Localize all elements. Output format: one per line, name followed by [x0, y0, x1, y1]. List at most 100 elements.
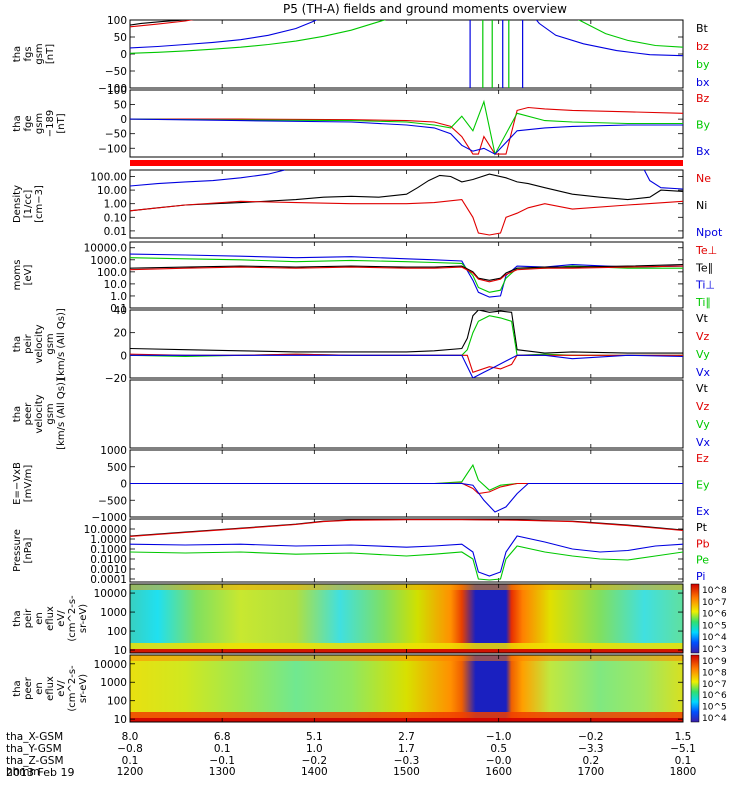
y-axis-label: tha: [12, 115, 23, 131]
ephemeris-value: 8.0: [122, 731, 139, 743]
colorbar: [690, 654, 700, 723]
ephemeris-row-label: hhmm: [6, 766, 40, 778]
legend-Bx: Bx: [696, 145, 711, 158]
legend-By: By: [696, 119, 711, 132]
ephemeris-value: 1300: [209, 766, 236, 778]
y-tick-label: 0.10: [104, 212, 127, 224]
ephemeris-value: 0.5: [490, 743, 507, 755]
y-axis-label: [nPa]: [23, 537, 34, 563]
colorbar-label: 10^3: [702, 645, 727, 655]
ephemeris-value: −0.2: [578, 731, 604, 743]
y-axis-label: [eV]: [23, 265, 34, 286]
legend-Vy: Vy: [696, 348, 710, 361]
y-axis-label: en: [34, 612, 45, 625]
y-axis-label: eflux: [45, 606, 56, 631]
legend-Vx: Vx: [696, 436, 711, 449]
colorbar-label: 10^4: [702, 714, 727, 724]
y-axis-label: peir: [23, 333, 34, 353]
y-axis-label: sr-eV): [78, 604, 89, 633]
series-Ez: [130, 482, 683, 495]
y-axis-label: tha: [12, 610, 23, 626]
ephemeris-value: 1200: [117, 766, 144, 778]
series-bz: [130, 20, 194, 28]
colorbar: [690, 583, 700, 654]
series-Ti⊥: [130, 253, 683, 298]
legend-Pt: Pt: [696, 521, 708, 534]
panel-fgs: 100 50 0 −50 −100 tha fgs gsm [nT] Bt bz by bx: [12, 15, 710, 95]
series-bx: [130, 20, 318, 49]
y-axis-label: moms: [12, 260, 23, 291]
legend-Vx: Vx: [696, 366, 711, 379]
ephemeris-value: −0.0: [486, 755, 512, 767]
panel-eer: 10^910^8 10^710^6 10^510^4 10000 1000 100 10 th…: [12, 654, 727, 726]
y-axis-label: gsm: [34, 113, 45, 134]
ephemeris-value: 6.8: [214, 731, 231, 743]
y-tick-label: 0.1000: [90, 544, 127, 556]
series-bx2: [535, 20, 683, 57]
series-Pb: [130, 519, 683, 537]
y-axis-label: fge: [23, 115, 34, 131]
legend-Vt: Vt: [696, 382, 709, 395]
y-axis-label: [km/s (All Qs)]: [56, 378, 67, 450]
legend-Pi: Pi: [696, 570, 705, 583]
ephemeris-value: 1800: [670, 766, 697, 778]
ephemeris-value: −1.0: [486, 731, 512, 743]
legend-Bz: Bz: [696, 92, 710, 105]
legend-Te∥: Te∥: [695, 261, 713, 274]
y-tick-label: 1.0: [110, 291, 127, 303]
y-tick-label: 100: [107, 626, 127, 638]
panel-efld: 1000 500 0 −500 −1000 E=−VxB [mV/m] Ez Ey Ex: [12, 445, 710, 524]
y-tick-label: 10: [114, 714, 127, 726]
series-Bt: [130, 20, 190, 26]
panel-eir: 10^8 10^7 10^610^5 10^4 10^3 10000 1000 100 10 th…: [12, 583, 727, 657]
ephemeris-value: 2.7: [398, 731, 415, 743]
y-tick-label: 1.0000: [90, 534, 127, 546]
ephemeris-row-label: tha_Y-GSM: [6, 743, 62, 755]
y-tick-label: −50: [105, 66, 127, 78]
y-tick-label: 0: [120, 350, 127, 362]
y-axis-label: peer: [23, 402, 34, 426]
y-axis-label: Pressure: [12, 529, 23, 572]
panel-frame: [129, 241, 684, 309]
y-axis-label: eV/: [56, 680, 67, 697]
series-Ex: [130, 482, 683, 513]
y-axis-label: [nT]: [56, 113, 67, 133]
series-Ni: [130, 173, 683, 212]
ephemeris-row-label: tha_Z-GSM: [6, 755, 64, 767]
y-axis-label: sr-eV): [78, 674, 89, 703]
y-axis-label: tha: [12, 680, 23, 696]
flag-bar: [130, 160, 683, 166]
colorbar-label: 10^6: [702, 610, 727, 620]
y-axis-label: peer: [23, 676, 34, 700]
series-Ey: [130, 463, 683, 491]
y-axis-label: eflux: [45, 676, 56, 701]
legend-Bt: Bt: [696, 22, 709, 35]
ephemeris-value: 0.1: [675, 755, 692, 767]
y-axis-label: −189: [45, 110, 56, 137]
y-axis-label: gsm: [34, 43, 45, 64]
y-axis-label: tha: [12, 406, 23, 422]
y-axis-label: fgs: [23, 46, 34, 61]
ephemeris-value: 5.1: [306, 731, 323, 743]
ephemeris-table: tha_X-GSM 8.0 6.8 5.1 2.7 −1.0 −0.2 1.5 tha_Y-GS…: [6, 731, 696, 778]
y-axis-label: E=−VxB: [12, 462, 23, 505]
legend-Ez: Ez: [696, 452, 709, 465]
y-axis-label: tha: [12, 46, 23, 62]
y-axis-label: (cm^2-s-: [67, 665, 78, 712]
y-tick-label: 10000: [94, 588, 127, 600]
y-tick-label: 100.0: [97, 267, 127, 279]
y-axis-label: peir: [23, 608, 34, 628]
colorbar-label: 10^5: [702, 621, 727, 631]
figure-title: P5 (TH-A) fields and ground moments over…: [283, 2, 567, 16]
ephemeris-value: 1500: [393, 766, 420, 778]
series-Vt: [130, 310, 683, 354]
ephemeris-value: 1700: [577, 766, 604, 778]
y-axis-label: gsm: [45, 403, 56, 424]
colorbar-label: 10^9: [702, 657, 727, 667]
legend-Vt: Vt: [696, 312, 709, 325]
y-tick-label: 0: [120, 479, 127, 491]
legend-Vz: Vz: [696, 330, 710, 343]
y-tick-label: 500: [107, 462, 127, 474]
